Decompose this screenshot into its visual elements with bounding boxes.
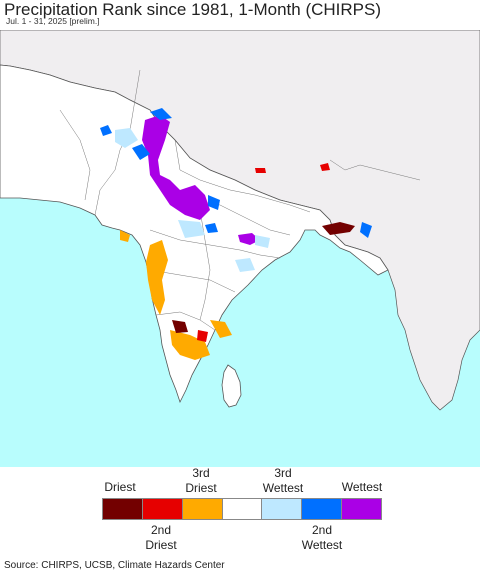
legend-swatch-3rd-driest [182, 499, 223, 519]
legend-label-2nd-wettest: 2nd Wettest [301, 523, 343, 552]
legend-label-3rd-driest: 3rd Driest [185, 466, 217, 495]
legend-swatch-normal [222, 499, 263, 519]
legend-swatch-3rd-wettest [262, 499, 303, 519]
driest-patches [172, 222, 355, 333]
map-title: Precipitation Rank since 1981, 1-Month (… [4, 0, 381, 19]
third-driest-patches [120, 230, 232, 360]
legend-swatch-wettest [342, 499, 382, 519]
legend-swatch-driest [103, 499, 143, 519]
precipitation-map [0, 30, 480, 467]
legend-label-driest: Driest [104, 480, 136, 494]
second-driest-patches [197, 163, 330, 342]
legend-label-2nd-driest: 2nd Driest [145, 523, 177, 552]
legend-label-wettest: Wettest [341, 480, 383, 494]
sri-lanka [221, 364, 242, 408]
map-subtitle: Jul. 1 - 31, 2025 [prelim.] [6, 16, 100, 26]
legend-swatch-2nd-driest [142, 499, 183, 519]
legend-color-bar [102, 498, 382, 520]
wettest-patches [142, 115, 260, 245]
legend-swatch-2nd-wettest [302, 499, 343, 519]
third-wettest-patches [115, 128, 270, 272]
source-credit: Source: CHIRPS, UCSB, Climate Hazards Ce… [4, 560, 225, 571]
legend-label-3rd-wettest: 3rd Wettest [262, 466, 304, 495]
second-wettest-patches [100, 108, 372, 238]
